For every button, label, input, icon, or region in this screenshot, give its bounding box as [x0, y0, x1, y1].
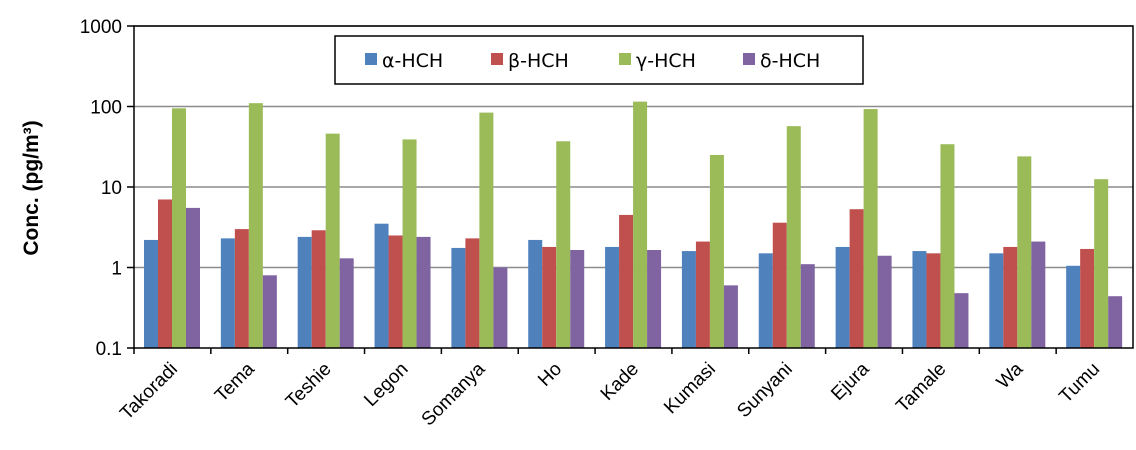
bar-2-sunyani — [772, 222, 787, 348]
y-tick-label: 1 — [111, 259, 122, 280]
bar-4-kumasi — [723, 285, 738, 348]
bars — [144, 101, 1123, 349]
x-category-label: Sunyani — [733, 359, 796, 422]
bar-3-tamale — [940, 144, 955, 348]
legend-swatch — [365, 53, 377, 65]
bar-4-teshie — [339, 258, 354, 348]
bar-4-kade — [647, 249, 662, 348]
x-category-label: Tumu — [1055, 359, 1104, 408]
legend-swatch — [619, 53, 631, 65]
bar-2-kade — [619, 214, 634, 348]
legend-label: α-HCH — [382, 50, 443, 72]
bar-1-legon — [374, 223, 389, 348]
bar-3-wa — [1017, 156, 1032, 348]
bar-3-teshie — [325, 133, 340, 348]
x-category-label: Wa — [993, 358, 1028, 393]
legend-swatch — [743, 53, 755, 65]
bar-2-somanya — [465, 238, 480, 348]
bar-2-legon — [388, 235, 403, 348]
bar-2-wa — [1003, 246, 1018, 348]
x-category-label: Somanya — [418, 358, 490, 430]
bar-2-teshie — [311, 230, 326, 348]
bar-3-ejura — [863, 109, 878, 348]
bar-4-sunyani — [800, 264, 815, 348]
bar-3-tema — [248, 103, 263, 348]
x-category-label: Tema — [211, 358, 259, 406]
x-category-label: Teshie — [282, 359, 336, 413]
x-category-label: Ejura — [827, 358, 874, 405]
legend-label: δ-HCH — [760, 50, 820, 72]
bar-3-kumasi — [709, 154, 724, 348]
bar-3-sunyani — [786, 126, 801, 349]
bar-4-legon — [416, 236, 431, 348]
x-category-label: Legon — [360, 359, 412, 411]
bar-2-tamale — [926, 253, 941, 348]
x-category-label: Kumasi — [660, 359, 720, 419]
bar-1-tumu — [1066, 265, 1081, 348]
bar-1-teshie — [297, 236, 312, 348]
bar-1-somanya — [451, 247, 466, 348]
legend-swatch — [491, 53, 503, 65]
y-tick-labels: 0.1 1 10 100 1000 — [80, 17, 122, 360]
x-category-label: Ho — [534, 359, 566, 391]
bar-4-ejura — [877, 255, 892, 348]
bar-1-tamale — [912, 251, 927, 348]
bar-3-takoradi — [172, 108, 186, 349]
bar-2-ho — [542, 246, 557, 348]
bar-3-somanya — [479, 112, 494, 348]
y-tick-label: 1000 — [80, 17, 122, 38]
legend: α-HCH β-HCH γ-HCH δ-HCH — [334, 35, 864, 85]
bar-4-tamale — [954, 293, 969, 348]
bar-3-ho — [556, 141, 571, 348]
bar-2-takoradi — [158, 199, 172, 348]
bar-4-wa — [1031, 241, 1046, 348]
bar-1-kumasi — [681, 251, 696, 348]
bar-3-legon — [402, 139, 417, 348]
bar-2-kumasi — [695, 241, 710, 348]
bar-1-sunyani — [758, 253, 773, 348]
x-category-label: Tamale — [892, 359, 950, 417]
y-tick-label: 10 — [101, 178, 122, 199]
legend-box — [334, 35, 864, 85]
bar-4-tema — [262, 275, 277, 348]
bar-3-kade — [633, 101, 648, 348]
y-tick-label: 0.1 — [96, 339, 122, 360]
legend-label: γ-HCH — [636, 50, 696, 72]
bar-4-takoradi — [186, 207, 200, 348]
bar-1-ejura — [835, 246, 850, 348]
legend-label: β-HCH — [508, 50, 569, 72]
x-category-label: Kade — [597, 359, 643, 405]
x-category-label: Takoradi — [116, 359, 182, 425]
y-tick-label: 100 — [90, 98, 122, 119]
plot-frame — [133, 25, 1134, 349]
x-category-labels: Takoradi Tema Teshie Legon Somanya Ho Kade Kuma… — [116, 358, 1104, 430]
bar-2-ejura — [849, 209, 864, 348]
bar-2-tumu — [1080, 248, 1095, 348]
bar-3-tumu — [1094, 179, 1109, 348]
bar-4-ho — [570, 249, 585, 348]
y-axis-title: Conc. (pg/m³) — [20, 120, 43, 255]
bar-4-somanya — [493, 267, 508, 348]
bar-1-tema — [220, 238, 235, 348]
bar-2-tema — [234, 229, 249, 348]
bar-4-tumu — [1108, 296, 1123, 348]
bar-1-kade — [605, 246, 620, 348]
bar-1-takoradi — [144, 239, 158, 348]
axes — [127, 25, 1134, 354]
bar-1-wa — [989, 253, 1004, 348]
bar-1-ho — [528, 239, 543, 348]
